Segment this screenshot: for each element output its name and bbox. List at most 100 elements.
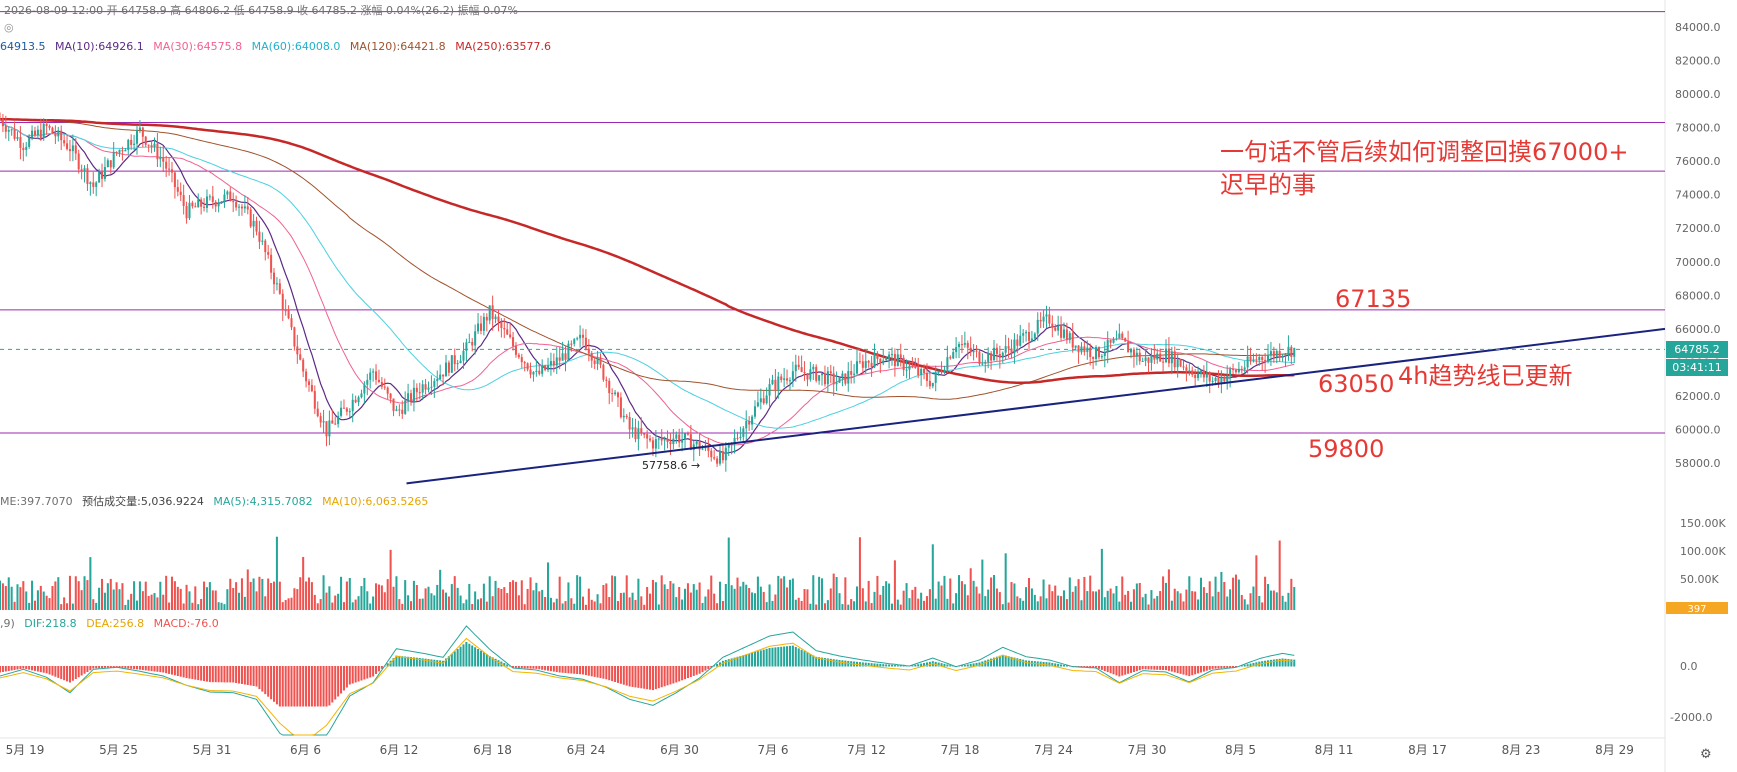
macd-bar (788, 645, 791, 667)
volume-bar (931, 544, 934, 610)
settings-icon[interactable]: ⚙ (1700, 747, 1712, 762)
trendline[interactable] (406, 327, 1666, 485)
volume-bar (788, 579, 791, 610)
volume-bar (704, 596, 707, 610)
volume-bar (1138, 582, 1141, 610)
candle-body (1092, 357, 1095, 359)
candle-body (54, 133, 57, 137)
candle-body (995, 347, 998, 354)
macd-bar (911, 665, 914, 667)
macd-bar (121, 666, 124, 668)
candle-body (643, 433, 646, 435)
candle-body (1293, 348, 1296, 357)
candle-body (179, 191, 182, 196)
volume-bar (911, 589, 914, 610)
candle-body (911, 365, 914, 367)
macd-bar (765, 648, 768, 667)
macd-bar (727, 659, 730, 667)
macd-bar (1118, 666, 1121, 677)
volume-bar (118, 589, 121, 610)
volume-bar (608, 597, 611, 610)
eye-icon[interactable]: ◎ (4, 21, 14, 34)
macd-bar (535, 666, 538, 669)
macd-panel: 0.0 -2000.0 (0, 625, 1712, 736)
candle-body (721, 451, 724, 461)
volume-bar (412, 580, 415, 610)
candle-body (135, 129, 139, 144)
volume-bar (861, 588, 864, 610)
volume-bar (337, 593, 340, 610)
volume-bar (1039, 596, 1042, 610)
volume-bar (745, 584, 748, 610)
macd-bar (1112, 666, 1115, 675)
candle-body (208, 196, 211, 198)
candle-body (389, 393, 392, 399)
candle-body (95, 182, 98, 187)
volume-bar (821, 578, 824, 610)
volume-bar (138, 581, 141, 610)
volume-bar (552, 602, 555, 610)
macd-bar (649, 666, 652, 690)
macd-bar (372, 666, 375, 677)
volume-bar (147, 595, 150, 610)
candle-body (506, 329, 509, 335)
candle-body (1065, 329, 1068, 341)
volume-bar (60, 604, 63, 610)
candle-body (990, 353, 993, 361)
candle-body (832, 373, 835, 385)
macd-bar (625, 666, 628, 686)
macd-bar (1007, 656, 1010, 667)
macd-bar (1176, 666, 1179, 674)
volume-bar (649, 593, 652, 610)
macd-bar (812, 655, 815, 667)
volume-bar (153, 593, 156, 610)
macd-bar (354, 666, 357, 683)
candle-body (634, 427, 637, 440)
candle-body (771, 379, 774, 385)
candle-body (1267, 355, 1270, 362)
macd-bar (214, 666, 217, 683)
candle-body (529, 369, 532, 375)
macd-bar (689, 666, 692, 677)
macd-bar (739, 656, 742, 667)
volume-bar (826, 600, 829, 610)
y-tick-label: 76000.0 (1675, 155, 1721, 168)
macd-bar (1211, 666, 1214, 669)
candle-body (567, 343, 570, 360)
candle-body (1269, 351, 1272, 356)
candle-body (742, 428, 745, 437)
candle-body (205, 196, 208, 208)
volume-bar (923, 600, 926, 610)
candle-body (564, 353, 567, 360)
x-tick-label: 6月 30 (660, 743, 699, 757)
volume-bar (351, 602, 354, 610)
candle-body (587, 348, 590, 354)
candle-body (1027, 331, 1031, 341)
macd-bar (987, 659, 990, 667)
macd-bar (465, 642, 468, 667)
macd-bar (815, 656, 818, 667)
candle-body (783, 378, 786, 380)
candle-body (943, 369, 946, 373)
macd-bar (1127, 666, 1130, 674)
macd-bar (1150, 666, 1153, 670)
volume-bar (797, 597, 800, 610)
volume-bar (853, 601, 856, 610)
candle-body (109, 160, 112, 168)
macd-bar (392, 658, 395, 667)
candle-body (86, 168, 89, 185)
candle-body (596, 357, 599, 365)
macd-bar (453, 651, 456, 667)
volume-bar (1030, 588, 1033, 610)
ma5-value: 64913.5 (0, 40, 46, 53)
time-axis[interactable]: 5月 19 5月 25 5月 31 6月 6 6月 12 6月 18 6月 24 6月 30 7… (0, 737, 1665, 757)
price-axis[interactable]: 84000.0 82000.0 80000.0 78000.0 76000.0 74000… (1664, 0, 1721, 772)
candle-body (150, 145, 153, 147)
candle-body (494, 316, 497, 320)
volume-bar (815, 604, 818, 610)
volume-bar (19, 587, 22, 610)
macd-bar (628, 666, 631, 687)
candle-body (194, 206, 197, 208)
candle-body (1129, 349, 1133, 353)
